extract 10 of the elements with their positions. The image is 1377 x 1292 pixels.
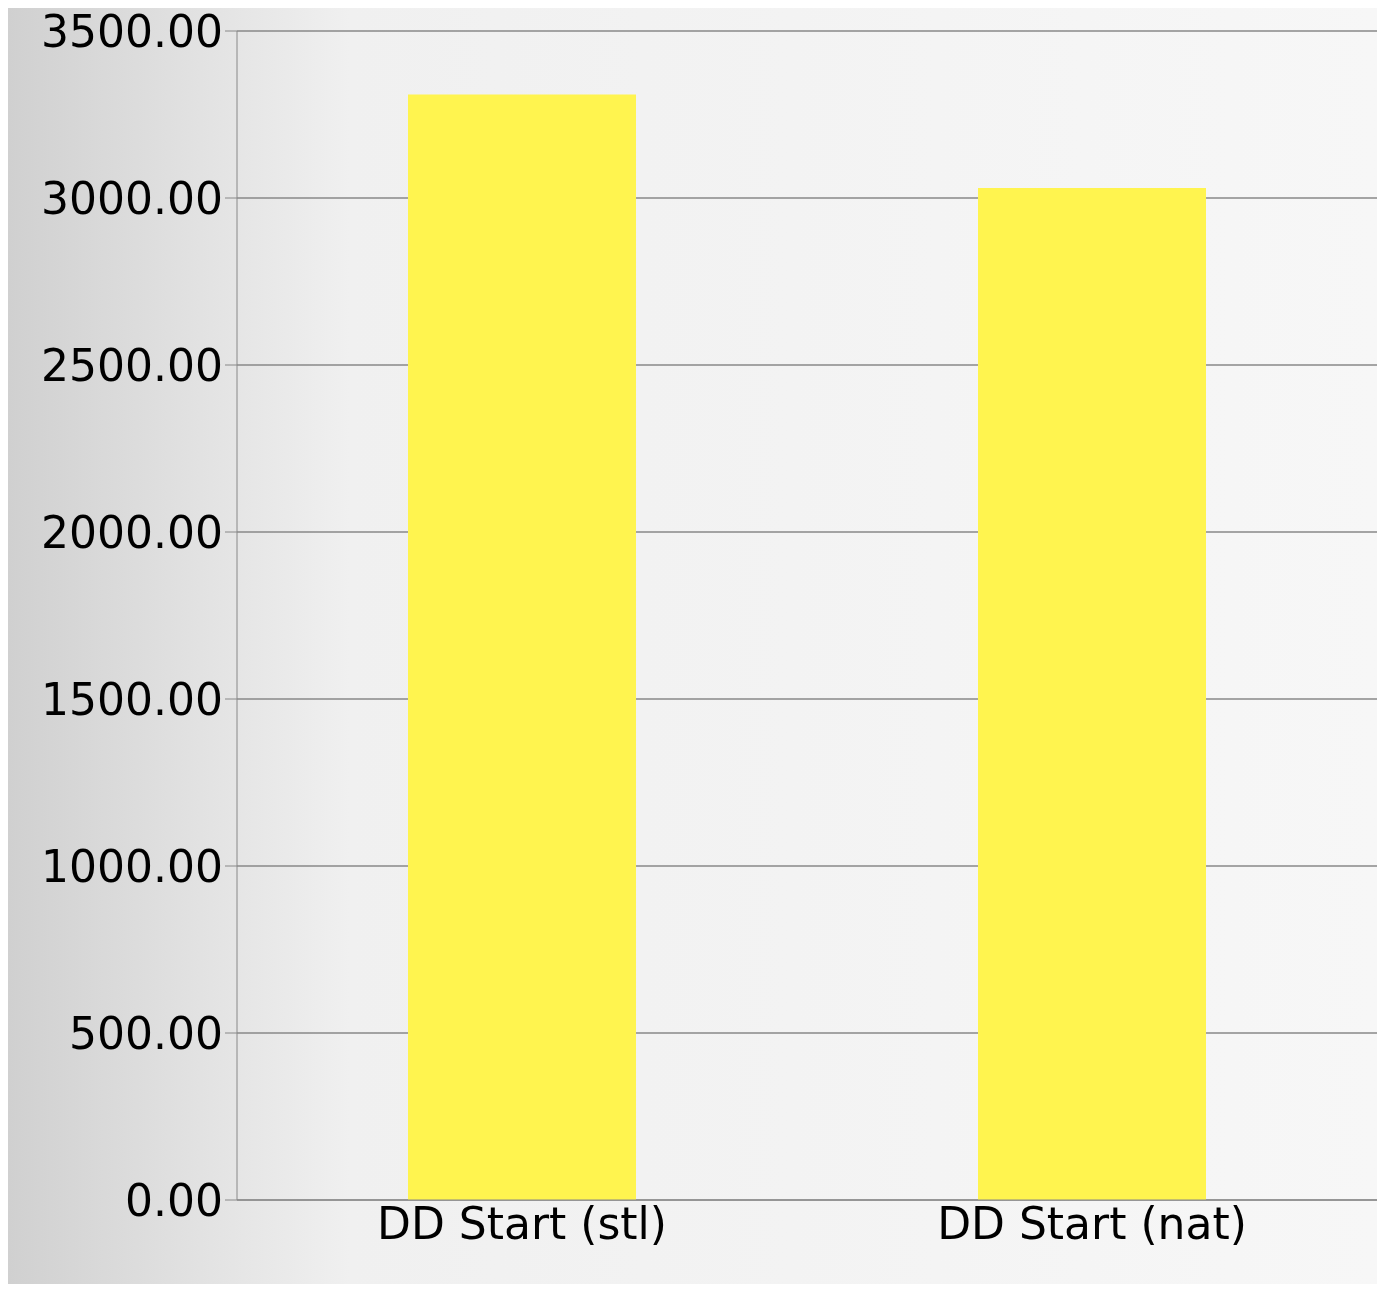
y-tick-label: 3000.00	[41, 172, 223, 224]
y-tick-label: 2500.00	[41, 339, 223, 391]
y-tick-label: 500.00	[69, 1007, 223, 1059]
y-tick-label: 3500.00	[41, 5, 223, 57]
x-tick-label: DD Start (nat)	[937, 1198, 1247, 1250]
y-tick-label: 2000.00	[41, 506, 223, 558]
y-tick-label: 1500.00	[41, 673, 223, 725]
x-tick-label: DD Start (stl)	[377, 1198, 667, 1250]
y-tick-label: 1000.00	[41, 840, 223, 892]
y-tick-label: 0.00	[125, 1174, 223, 1226]
